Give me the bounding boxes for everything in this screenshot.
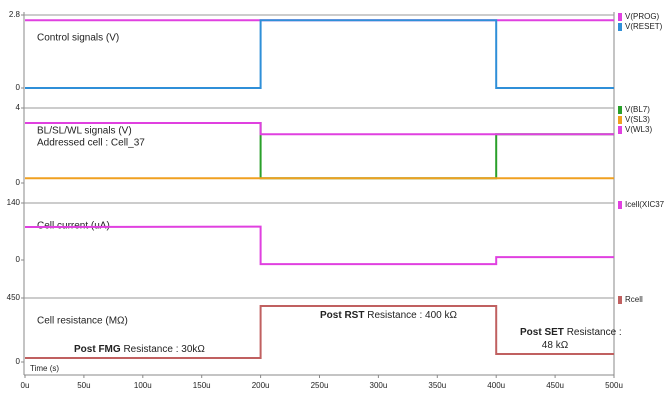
annotation-bold: Post SET xyxy=(520,327,564,338)
series-line xyxy=(25,19,614,89)
x-tick-label: 250u xyxy=(311,381,329,390)
panel-label: Control signals (V) xyxy=(37,33,119,44)
y-tick-label: 140 xyxy=(7,198,21,207)
legend-swatch xyxy=(618,296,622,304)
legend-label: V(SL3) xyxy=(625,115,650,124)
x-tick-label: 150u xyxy=(193,381,211,390)
panel-label: Addressed cell : Cell_37 xyxy=(37,138,145,149)
x-tick-label: 200u xyxy=(252,381,270,390)
y-tick-label: 0 xyxy=(16,357,21,366)
y-tick-label: 0 xyxy=(16,83,21,92)
x-tick-label: 450u xyxy=(546,381,564,390)
legend-label: Icell(XIC37 xyxy=(625,200,664,209)
x-tick-label: 400u xyxy=(487,381,505,390)
y-tick-label: 2.8 xyxy=(9,10,21,19)
annotation: Post SET Resistance : xyxy=(520,327,622,338)
annotation: Post RST Resistance : 400 kΩ xyxy=(320,310,458,321)
x-axis-label: Time (s) xyxy=(30,364,59,373)
y-tick-label: 0 xyxy=(16,255,21,264)
x-tick-label: 500u xyxy=(605,381,623,390)
legend-swatch xyxy=(618,13,622,21)
series-line xyxy=(25,305,614,359)
annotation-text: Resistance : 400 kΩ xyxy=(367,310,457,321)
annotation-text: 48 kΩ xyxy=(542,340,569,351)
legend-swatch xyxy=(618,116,622,124)
legend-label: V(WL3) xyxy=(625,125,652,134)
legend-label: Rcell xyxy=(625,295,643,304)
annotation-bold: Post RST xyxy=(320,310,364,321)
legend-swatch xyxy=(618,201,622,209)
x-tick-label: 50u xyxy=(77,381,90,390)
series-line xyxy=(25,122,614,136)
annotation-text: Resistance : 30kΩ xyxy=(123,344,205,355)
series-line xyxy=(24,225,614,266)
panel-label: Cell resistance (MΩ) xyxy=(37,316,128,327)
legend-swatch xyxy=(618,106,622,114)
legend-label: V(BL7) xyxy=(625,105,650,114)
x-tick-label: 100u xyxy=(134,381,152,390)
legend-swatch xyxy=(618,23,622,31)
x-tick-label: 300u xyxy=(370,381,388,390)
y-tick-label: 0 xyxy=(16,178,21,187)
annotation-bold: Post FMG xyxy=(74,344,121,355)
legend-label: V(RESET) xyxy=(625,22,663,31)
y-tick-label: 4 xyxy=(16,103,21,112)
annotation: 48 kΩ xyxy=(542,340,569,351)
annotation: Post FMG Resistance : 30kΩ xyxy=(74,344,205,355)
x-tick-label: 0u xyxy=(21,381,30,390)
legend-label: V(PROG) xyxy=(625,12,660,21)
annotation-text: Resistance : xyxy=(567,327,622,338)
x-tick-label: 350u xyxy=(428,381,446,390)
panel-label: BL/SL/WL signals (V) xyxy=(37,126,132,137)
legend-swatch xyxy=(618,126,622,134)
y-tick-label: 450 xyxy=(7,293,21,302)
